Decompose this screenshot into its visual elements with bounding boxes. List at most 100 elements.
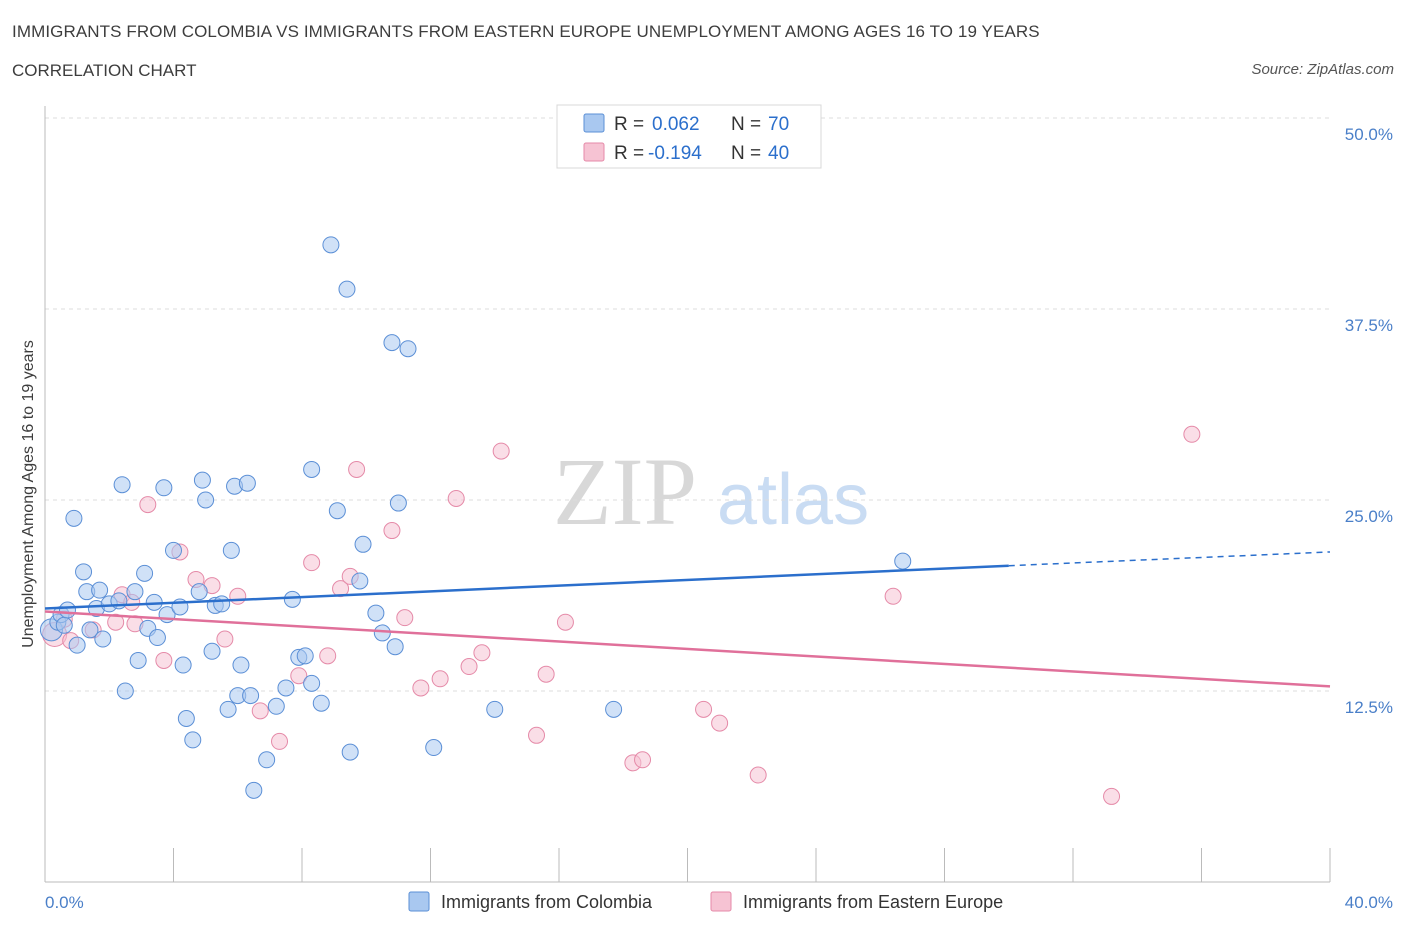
point-eastern-europe-18 bbox=[303, 554, 321, 572]
point-colombia-46 bbox=[277, 679, 295, 697]
trendline-colombia bbox=[44, 564, 1009, 610]
point-colombia-33 bbox=[203, 642, 221, 660]
point-colombia-55 bbox=[338, 280, 356, 298]
point-colombia-22 bbox=[148, 629, 166, 647]
point-colombia-11 bbox=[91, 581, 109, 599]
series-legend: Immigrants from Colombia Immigrants from… bbox=[408, 891, 1003, 912]
point-colombia-43 bbox=[245, 781, 263, 799]
legend-r-value-colombia: 0.062 bbox=[652, 114, 700, 135]
point-colombia-62 bbox=[383, 334, 401, 352]
legend-swatch-eastern bbox=[583, 142, 605, 162]
point-colombia-56 bbox=[341, 743, 359, 761]
point-colombia-17 bbox=[126, 583, 144, 601]
series-eastern-europe bbox=[42, 425, 1201, 805]
point-colombia-9 bbox=[81, 621, 99, 639]
point-colombia-49 bbox=[296, 647, 314, 665]
point-eastern-europe-41 bbox=[1183, 425, 1201, 443]
point-colombia-63 bbox=[389, 494, 407, 512]
legend-n-label-2: N = bbox=[731, 143, 761, 164]
point-colombia-32 bbox=[197, 491, 215, 509]
point-colombia-18 bbox=[129, 651, 147, 669]
point-colombia-68 bbox=[894, 552, 912, 570]
point-colombia-29 bbox=[184, 731, 202, 749]
point-colombia-67 bbox=[605, 700, 623, 718]
trendline-colombia-extension bbox=[1008, 551, 1331, 567]
point-colombia-12 bbox=[94, 630, 112, 648]
point-colombia-53 bbox=[322, 236, 340, 254]
watermark-zip: ZIP bbox=[553, 438, 697, 545]
point-eastern-europe-15 bbox=[251, 702, 269, 720]
point-colombia-51 bbox=[303, 674, 321, 692]
point-colombia-41 bbox=[238, 474, 256, 492]
bottom-legend-label-eastern: Immigrants from Eastern Europe bbox=[743, 892, 1003, 912]
point-colombia-31 bbox=[193, 471, 211, 489]
point-colombia-61 bbox=[386, 638, 404, 656]
point-eastern-europe-31 bbox=[528, 726, 546, 744]
y-tick-label-0: 12.5% bbox=[1345, 698, 1393, 717]
point-colombia-37 bbox=[222, 541, 240, 559]
point-colombia-3 bbox=[55, 616, 73, 634]
point-eastern-europe-16 bbox=[271, 732, 289, 750]
point-eastern-europe-13 bbox=[216, 630, 234, 648]
point-colombia-57 bbox=[351, 572, 369, 590]
point-colombia-35 bbox=[213, 595, 231, 613]
point-colombia-54 bbox=[328, 502, 346, 520]
chart-subtitle: CORRELATION CHART bbox=[12, 61, 197, 80]
legend-n-value-colombia: 70 bbox=[768, 114, 789, 135]
y-tick-label-1: 25.0% bbox=[1345, 507, 1393, 526]
point-eastern-europe-22 bbox=[348, 460, 366, 478]
point-colombia-25 bbox=[165, 541, 182, 559]
source-credit: Source: ZipAtlas.com bbox=[1251, 61, 1394, 78]
point-eastern-europe-4 bbox=[107, 613, 125, 631]
point-eastern-europe-17 bbox=[290, 667, 308, 685]
point-colombia-19 bbox=[136, 564, 154, 582]
point-colombia-7 bbox=[75, 563, 93, 581]
legend-r-label-1: R = bbox=[614, 114, 644, 135]
point-eastern-europe-9 bbox=[155, 651, 173, 669]
point-colombia-4 bbox=[58, 601, 76, 619]
legend-r-value-eastern: -0.194 bbox=[648, 143, 702, 164]
point-colombia-65 bbox=[425, 739, 443, 757]
point-colombia-64 bbox=[399, 340, 417, 358]
point-colombia-42 bbox=[242, 687, 260, 705]
point-eastern-europe-20 bbox=[332, 580, 350, 598]
point-eastern-europe-32 bbox=[537, 665, 555, 683]
correlation-legend: R = 0.062 N = 70 R = -0.194 N = 40 bbox=[556, 104, 822, 169]
point-colombia-52 bbox=[312, 694, 330, 712]
y-tick-label-3: 50.0% bbox=[1345, 125, 1393, 144]
legend-n-label-1: N = bbox=[731, 114, 761, 135]
point-eastern-europe-23 bbox=[383, 522, 401, 540]
chart-title: IMMIGRANTS FROM COLOMBIA VS IMMIGRANTS F… bbox=[12, 22, 1040, 41]
point-colombia-28 bbox=[177, 710, 195, 728]
series-colombia bbox=[39, 236, 912, 799]
point-eastern-europe-40 bbox=[1103, 787, 1121, 805]
bottom-legend-label-colombia: Immigrants from Colombia bbox=[441, 892, 653, 912]
point-eastern-europe-33 bbox=[556, 613, 574, 631]
point-colombia-23 bbox=[155, 479, 173, 497]
point-eastern-europe-8 bbox=[139, 496, 157, 514]
point-colombia-27 bbox=[174, 656, 192, 674]
point-colombia-30 bbox=[190, 583, 208, 601]
point-eastern-europe-36 bbox=[695, 700, 713, 718]
point-colombia-58 bbox=[354, 535, 372, 553]
point-eastern-europe-25 bbox=[412, 679, 430, 697]
x-tick-label-1: 40.0% bbox=[1345, 893, 1393, 912]
point-colombia-6 bbox=[68, 636, 86, 654]
trendline-eastern-europe bbox=[44, 610, 1331, 688]
legend-swatch-colombia bbox=[583, 113, 605, 133]
point-colombia-60 bbox=[373, 624, 391, 642]
point-eastern-europe-27 bbox=[447, 489, 465, 507]
point-colombia-16 bbox=[116, 682, 134, 700]
point-colombia-15 bbox=[113, 476, 131, 494]
bottom-legend-swatch-colombia bbox=[408, 891, 430, 912]
point-colombia-40 bbox=[232, 656, 250, 674]
point-eastern-europe-30 bbox=[492, 442, 510, 460]
legend-n-value-eastern: 40 bbox=[768, 143, 789, 164]
point-eastern-europe-39 bbox=[884, 587, 902, 605]
point-eastern-europe-28 bbox=[460, 658, 478, 676]
point-colombia-36 bbox=[219, 700, 237, 718]
point-eastern-europe-14 bbox=[229, 587, 247, 605]
point-colombia-47 bbox=[283, 590, 301, 608]
point-eastern-europe-38 bbox=[749, 766, 767, 784]
point-colombia-59 bbox=[367, 604, 385, 622]
